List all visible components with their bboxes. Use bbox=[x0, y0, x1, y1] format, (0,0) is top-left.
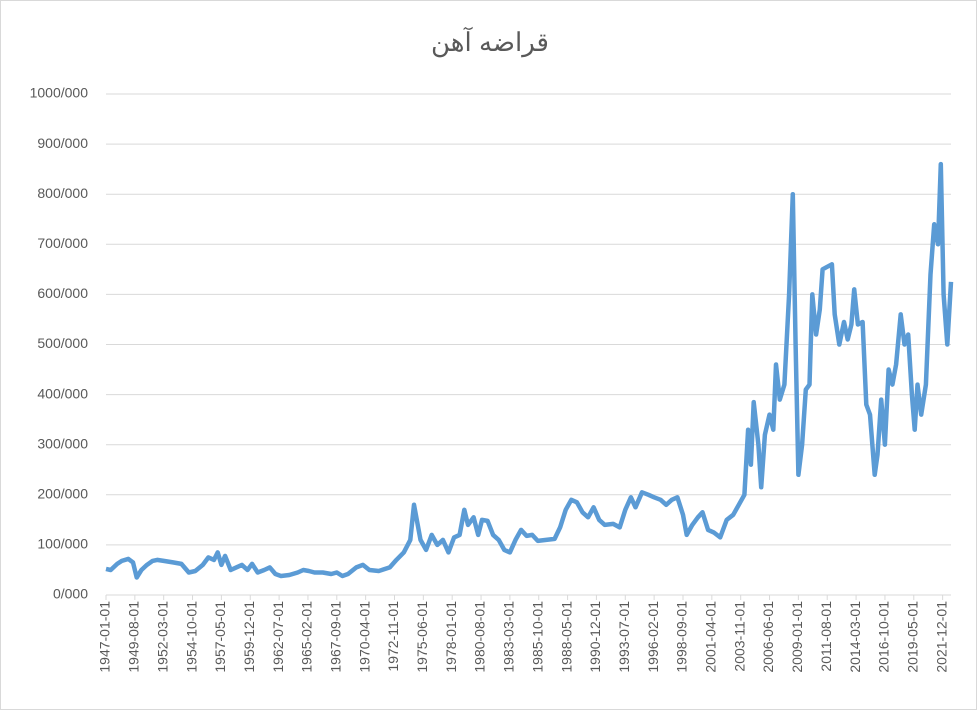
x-tick-label: 1952-03-01 bbox=[154, 601, 170, 673]
x-tick-label: 1978-01-01 bbox=[443, 601, 459, 673]
y-tick-label: 400/000 bbox=[37, 385, 88, 401]
y-tick-label: 900/000 bbox=[37, 135, 88, 151]
x-tick-label: 1954-10-01 bbox=[183, 601, 199, 673]
x-tick-label: 1975-06-01 bbox=[414, 601, 430, 673]
x-tick-label: 1949-08-01 bbox=[126, 601, 142, 673]
x-tick-label: 2011-08-01 bbox=[818, 601, 834, 672]
x-tick-label: 1988-05-01 bbox=[558, 601, 574, 673]
y-tick-label: 1000/000 bbox=[30, 85, 89, 101]
line bbox=[105, 161, 954, 580]
x-tick-label: 2003-11-01 bbox=[731, 601, 747, 672]
y-tick-label: 0/000 bbox=[53, 586, 88, 602]
x-tick-label: 1967-09-01 bbox=[327, 601, 343, 673]
x-tick-label: 1983-03-01 bbox=[501, 601, 517, 673]
x-tick-label: 1990-12-01 bbox=[587, 601, 603, 673]
x-tick-label: 2014-03-01 bbox=[847, 601, 863, 673]
x-tick-label: 1996-02-01 bbox=[645, 601, 661, 673]
x-tick-label: 1972-11-01 bbox=[385, 601, 401, 672]
x-tick-label: 2016-10-01 bbox=[876, 601, 892, 673]
x-tick-label: 1959-12-01 bbox=[241, 601, 257, 673]
x-tick-label: 2019-05-01 bbox=[904, 601, 920, 673]
x-tick-label: 1998-09-01 bbox=[674, 601, 690, 673]
x-tick-label: 2001-04-01 bbox=[703, 601, 719, 673]
x-tick-label: 2009-01-01 bbox=[789, 601, 805, 673]
x-tick-label: 1985-10-01 bbox=[529, 601, 545, 673]
x-tick-label: 2006-06-01 bbox=[760, 601, 776, 673]
x-tick-label: 2021-12-01 bbox=[933, 601, 949, 673]
y-tick-label: 600/000 bbox=[37, 285, 88, 301]
y-tick-label: 500/000 bbox=[37, 335, 88, 351]
x-tick-label: 1965-02-01 bbox=[299, 601, 315, 673]
x-tick-label: 1947-01-01 bbox=[97, 601, 113, 673]
y-tick-label: 300/000 bbox=[37, 435, 88, 451]
x-tick-label: 1957-05-01 bbox=[212, 601, 228, 673]
x-tick-label: 1993-07-01 bbox=[616, 601, 632, 673]
x-tick-label: 1962-07-01 bbox=[270, 601, 286, 673]
chart-title: قراضه آهن bbox=[431, 26, 549, 58]
y-tick-label: 800/000 bbox=[37, 185, 88, 201]
y-tick-label: 100/000 bbox=[37, 536, 88, 552]
y-tick-label: 700/000 bbox=[37, 235, 88, 251]
y-tick-label: 200/000 bbox=[37, 486, 88, 502]
x-tick-label: 1980-08-01 bbox=[472, 601, 488, 673]
x-tick-label: 1970-04-01 bbox=[356, 601, 372, 673]
